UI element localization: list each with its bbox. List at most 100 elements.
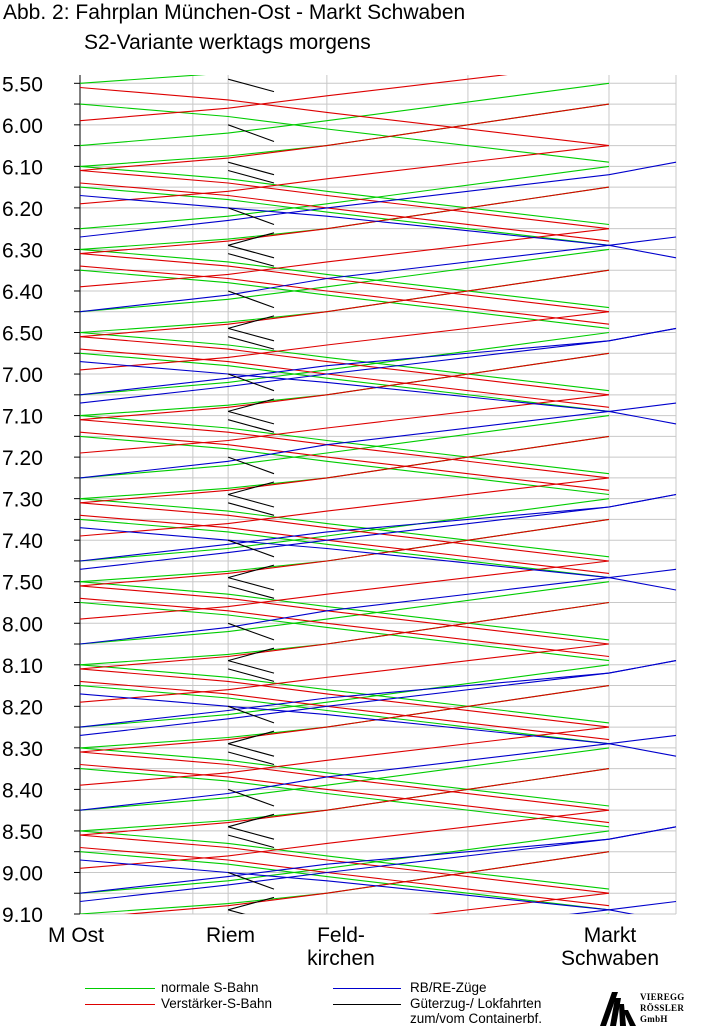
train-path-0-2	[80, 82, 610, 147]
train-path-3-2	[227, 253, 275, 267]
train-path-0-2	[80, 747, 610, 811]
train-path-3-0	[227, 78, 275, 93]
train-path-3-2	[227, 834, 275, 849]
legend-label-normale-s-bahn: normale S-Bahn	[161, 980, 259, 995]
train-path-3-3	[227, 398, 275, 412]
train-path-3-0	[227, 909, 246, 914]
y-tick-label: 6.10	[2, 156, 43, 179]
train-path-1-1	[80, 394, 610, 454]
train-path-1-1	[80, 477, 610, 537]
train-path-0-1	[80, 352, 610, 412]
train-path-1-0	[80, 502, 610, 562]
y-tick-label: 7.20	[2, 447, 43, 470]
legend-label-verstaerker-s-bahn: Verstärker-S-Bahn	[161, 996, 273, 1011]
train-path-1-1	[80, 145, 610, 205]
y-tick-label: 7.40	[2, 530, 43, 553]
train-path-1-0	[80, 585, 610, 645]
train-path-0-3	[80, 747, 610, 807]
train-path-1-0	[80, 169, 610, 230]
train-path-1-1	[428, 892, 610, 914]
train-path-0-3	[80, 664, 610, 724]
train-path-0-1	[80, 601, 610, 662]
train-path-3-0	[227, 493, 275, 508]
train-path-3-3	[227, 896, 275, 911]
y-tick-label: 6.40	[2, 281, 43, 304]
train-path-3-0	[227, 161, 275, 176]
y-tick-label: 8.50	[2, 821, 43, 844]
train-path-0-0	[80, 601, 610, 666]
train-path-0-3	[80, 581, 610, 641]
train-path-3-2	[227, 668, 275, 682]
y-tick-label: 7.00	[2, 364, 43, 387]
train-path-2-2	[80, 734, 677, 811]
train-path-3-2	[227, 336, 275, 350]
logo-line1: VIEREGG	[640, 992, 685, 1002]
train-path-2-0	[80, 527, 677, 591]
train-path-0-3	[80, 165, 610, 226]
train-path-0-2	[80, 415, 610, 479]
station-label-feldkirchen-line1: Feld-	[317, 924, 365, 947]
train-path-3-3	[227, 730, 275, 745]
train-path-0-2	[80, 664, 610, 728]
train-path-3-0	[227, 660, 275, 674]
train-path-3-2	[227, 502, 275, 516]
train-path-1-0	[80, 336, 610, 396]
train-path-2-2	[80, 402, 677, 479]
train-path-2-3	[80, 826, 677, 894]
train-path-3-1	[227, 871, 275, 890]
y-tick-label: 7.10	[2, 406, 43, 429]
chart-subtitle: S2-Variante werktags morgens	[84, 31, 371, 54]
y-tick-label: 9.10	[2, 904, 43, 927]
train-path-1-2	[123, 851, 610, 914]
train-path-1-0	[80, 751, 610, 811]
y-tick-label: 6.00	[2, 115, 43, 138]
train-path-3-1	[227, 207, 275, 226]
legend-swatch-verstaerker-s-bahn	[85, 1004, 155, 1005]
train-path-1-1	[80, 809, 610, 869]
train-path-3-0	[227, 577, 275, 591]
train-path-1-1	[80, 311, 610, 371]
train-path-3-1	[227, 622, 275, 641]
train-path-3-1	[227, 788, 275, 807]
train-path-0-0	[80, 435, 610, 500]
logo-line3: GmbH	[640, 1014, 668, 1024]
train-path-2-3	[80, 493, 677, 562]
train-path-2-0	[80, 361, 677, 425]
train-path-3-1	[227, 456, 275, 475]
train-path-0-3	[80, 248, 610, 309]
train-path-0-1	[80, 103, 610, 163]
train-path-1-0	[80, 253, 610, 313]
logo-line2: RÖSSLER	[640, 1003, 685, 1013]
train-path-0-2	[80, 331, 610, 396]
train-path-2-2	[80, 568, 677, 645]
train-path-1-0	[80, 834, 610, 894]
train-path-3-0	[227, 743, 275, 757]
train-path-0-2	[80, 165, 610, 230]
train-path-3-1	[227, 373, 275, 392]
legend-label-gueterzug-line1: Güterzug-/ Lokfahrten	[410, 996, 542, 1011]
train-path-2-3	[80, 327, 677, 396]
train-path-1-3	[80, 431, 610, 491]
train-path-1-1	[80, 643, 610, 703]
train-path-2-1	[80, 327, 677, 404]
train-path-1-1	[80, 726, 610, 786]
train-path-0-2	[80, 581, 610, 645]
station-label-riem: Riem	[206, 924, 256, 947]
train-path-0-1	[80, 768, 610, 828]
train-path-1-2	[80, 768, 610, 836]
y-tick-label: 7.30	[2, 489, 43, 512]
y-axis-ticks	[74, 82, 80, 915]
legend-label-gueterzug-line2: zum/vom Containerbf.	[410, 1011, 543, 1026]
train-path-0-0	[80, 75, 207, 84]
train-path-3-0	[227, 826, 275, 840]
train-path-3-2	[227, 419, 275, 433]
train-paths	[80, 75, 677, 914]
train-path-1-3	[80, 348, 610, 408]
train-path-3-3	[227, 647, 275, 662]
train-path-0-3	[80, 331, 610, 392]
train-path-3-0	[227, 244, 275, 259]
train-path-3-3	[227, 564, 275, 579]
station-label-markt-schwaben: Markt Schwaben	[550, 924, 670, 970]
train-path-1-3	[80, 680, 610, 741]
